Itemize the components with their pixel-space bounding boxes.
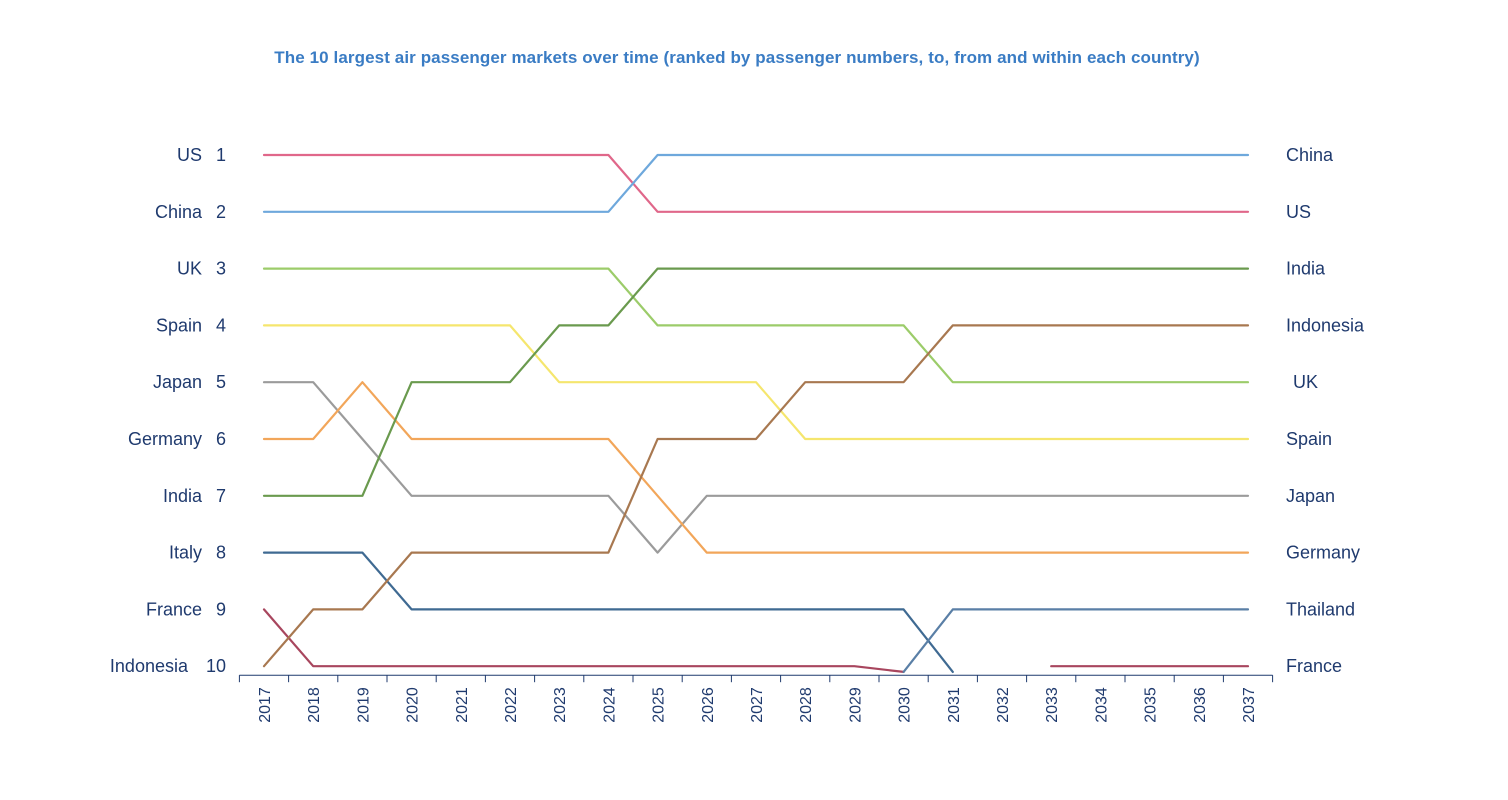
right-label: France [1286,656,1342,676]
left-label-name: Indonesia [110,656,189,676]
left-label-rank: 4 [216,315,226,335]
right-label: Spain [1286,429,1332,449]
x-tick-label: 2018 [306,687,323,723]
x-tick-label: 2035 [1143,687,1160,723]
left-label-name: UK [177,259,202,279]
series-line-france [262,608,1250,673]
x-tick-label: 2033 [1044,687,1061,723]
right-label: UK [1293,372,1318,392]
x-tick-label: 2037 [1241,687,1258,723]
left-label-name: Japan [153,372,202,392]
x-tick-label: 2027 [749,687,766,723]
series-line-germany [262,381,1250,554]
x-axis: 2017 2018 2019 2020 2021 2022 2023 2024 2025 2026… [238,674,1274,723]
x-tick-label: 2023 [552,687,569,723]
right-label: China [1286,145,1334,165]
left-label-rank: 6 [216,429,226,449]
x-tick-label: 2024 [601,687,618,723]
left-label-name: France [146,599,202,619]
right-label: India [1286,259,1326,279]
chart-title: The 10 largest air passenger markets ove… [274,48,1200,67]
x-tick-label: 2030 [897,687,914,723]
x-tick-label: 2026 [700,687,717,723]
series-line-china [262,153,1250,213]
right-rank-labels: China US India Indonesia UK Spain Japan Germany… [1286,145,1365,676]
left-label-name: Spain [156,315,202,335]
series-line-us [262,153,1250,213]
left-label-name: Germany [128,429,202,449]
x-tick-label: 2034 [1093,687,1110,723]
series-lines [262,153,1250,673]
left-label-rank: 5 [216,372,226,392]
right-label: US [1286,202,1311,222]
series-line-spain [262,324,1250,441]
x-tick-label: 2025 [651,687,668,723]
left-label-rank: 1 [216,145,226,165]
left-label-rank: 2 [216,202,226,222]
x-tick-label: 2022 [503,687,520,723]
left-label-name: US [177,145,202,165]
x-tick-label: 2031 [946,687,963,723]
left-label-rank: 9 [216,599,226,619]
left-label-rank: 10 [206,656,226,676]
right-label: Germany [1286,543,1360,563]
x-tick-label: 2028 [798,687,815,723]
x-tick-label: 2036 [1192,687,1209,723]
series-line-uk [262,267,1250,384]
series-line-thailand [902,608,1250,673]
series-line-italy [262,551,954,673]
x-tick-label: 2021 [454,687,471,723]
x-tick-label: 2032 [995,687,1012,723]
right-label: Indonesia [1286,315,1365,335]
x-tick-label: 2020 [405,687,422,723]
x-tick-label: 2029 [847,687,864,723]
left-rank-labels: US 1 China 2 UK 3 Spain 4 Japan 5 Germany 6 India 7 It… [110,145,226,676]
x-tick-label: 2019 [355,687,372,723]
left-label-name: Italy [169,543,202,563]
left-label-rank: 7 [216,486,226,506]
left-label-rank: 3 [216,259,226,279]
series-line-japan [262,381,1250,554]
series-line-indonesia [262,324,1250,668]
right-label: Thailand [1286,599,1355,619]
left-label-name: India [163,486,203,506]
left-label-name: China [155,202,203,222]
left-label-rank: 8 [216,543,226,563]
x-tick-label: 2017 [257,687,274,723]
series-line-india [262,267,1250,497]
right-label: Japan [1286,486,1335,506]
